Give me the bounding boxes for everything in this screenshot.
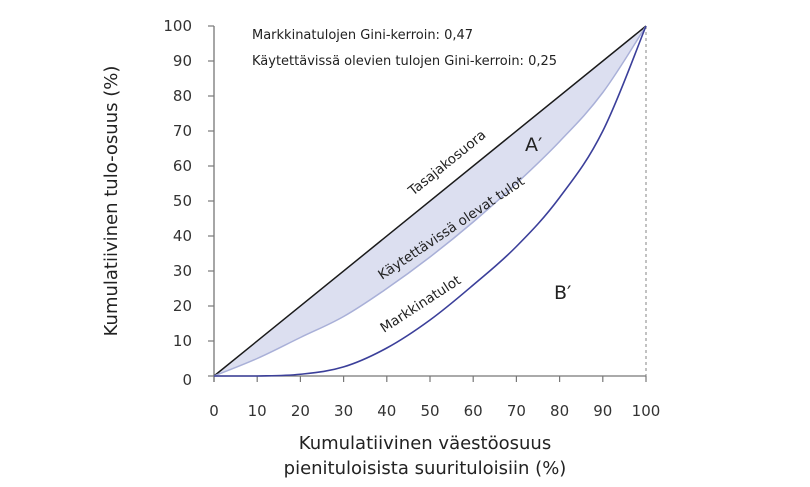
axes: 0 10 20 30 40 50 60 70 80 90 100 0 10 20 30 40 50 60 70 80 9… xyxy=(163,17,660,420)
y-tick-label: 0 xyxy=(182,371,192,389)
x-tick-label: 70 xyxy=(507,402,526,420)
x-tick-label: 100 xyxy=(632,402,661,420)
disposable-income-curve xyxy=(213,25,647,377)
equality-line xyxy=(213,25,647,377)
x-axis-title-line1: Kumulatiivinen väestöosuus xyxy=(299,433,551,454)
y-tick-label: 70 xyxy=(173,122,192,140)
gini-disposable-annotation: Käytettävissä olevien tulojen Gini-kerro… xyxy=(252,54,557,69)
x-tick-label: 0 xyxy=(209,402,219,420)
y-tick-label: 10 xyxy=(173,332,192,350)
x-tick-label: 20 xyxy=(291,402,310,420)
x-tick-label: 40 xyxy=(377,402,396,420)
market-income-curve xyxy=(214,25,647,377)
y-tick-label: 50 xyxy=(173,192,192,210)
region-a-label: A′ xyxy=(525,134,542,156)
y-tick-label: 20 xyxy=(173,297,192,315)
x-axis-title-line2: pienituloisista suurituloisiin (%) xyxy=(284,458,567,479)
region-b-label: B′ xyxy=(554,282,571,304)
x-tick-label: 80 xyxy=(550,402,569,420)
gini-market-annotation: Markkinatulojen Gini-kerroin: 0,47 xyxy=(252,28,473,43)
y-tick-label: 30 xyxy=(173,262,192,280)
y-tick-label: 100 xyxy=(163,17,192,35)
x-tick-label: 50 xyxy=(420,402,439,420)
x-tick-label: 30 xyxy=(334,402,353,420)
y-tick-label: 40 xyxy=(173,227,192,245)
x-tick-label: 90 xyxy=(593,402,612,420)
y-tick-label: 60 xyxy=(173,157,192,175)
y-axis-title: Kumulatiivinen tulo-osuus (%) xyxy=(101,66,122,337)
y-tick-label: 90 xyxy=(173,52,192,70)
x-tick-label: 10 xyxy=(248,402,267,420)
y-tick-label: 80 xyxy=(173,87,192,105)
x-tick-label: 60 xyxy=(464,402,483,420)
